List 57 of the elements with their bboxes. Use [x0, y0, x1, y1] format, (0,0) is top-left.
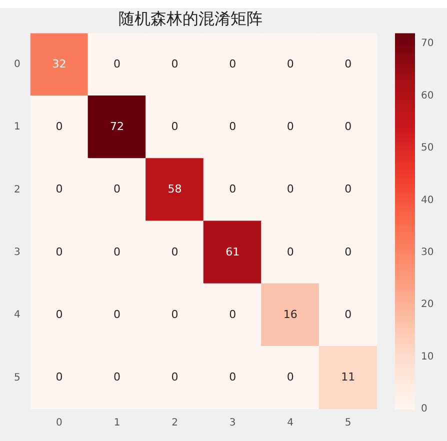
x-tick-label: 4: [287, 418, 294, 429]
y-tick-label: 5: [14, 372, 20, 384]
data-label: 0: [56, 308, 63, 321]
x-tick-label: 0: [56, 418, 62, 429]
data-label: 0: [229, 308, 236, 321]
data-label: 0: [171, 370, 178, 384]
data-label: 0: [286, 120, 294, 134]
data-label: 0: [56, 182, 63, 196]
data-label: 0: [229, 57, 236, 70]
data-label: 0: [344, 120, 352, 134]
color-bar-label: 50: [421, 142, 434, 154]
y-tick-label: 4: [14, 310, 20, 321]
data-label: 0: [229, 370, 236, 384]
data-label: 0: [171, 57, 178, 70]
x-tick-label: 3: [229, 418, 236, 429]
color-bar-label: 40: [421, 194, 434, 206]
data-label: 58: [168, 182, 182, 196]
data-label: 0: [56, 245, 63, 258]
data-label: 0: [344, 245, 352, 258]
color-bar-label: 10: [421, 351, 434, 362]
data-label: 0: [286, 245, 294, 258]
data-label: 0: [56, 370, 63, 384]
chart-title: 随机森林的混淆矩阵: [118, 8, 262, 28]
y-tick-label: 1: [14, 122, 20, 133]
color-bar-label: 60: [421, 90, 434, 102]
data-label: 0: [286, 182, 294, 196]
data-label: 0: [344, 182, 352, 196]
data-label: 0: [114, 57, 121, 70]
data-label: 32: [52, 57, 66, 70]
data-label: 0: [229, 120, 236, 134]
color-bar-label: 30: [421, 247, 434, 258]
data-label: 0: [344, 57, 352, 70]
data-label: 0: [286, 57, 294, 70]
data-label: 0: [344, 308, 352, 321]
x-tick-label: 5: [344, 418, 352, 429]
data-label: 0: [114, 182, 121, 196]
data-label: 0: [171, 245, 178, 258]
y-tick-label: 3: [14, 247, 20, 258]
y-tick-label: 0: [14, 59, 20, 70]
x-tick-label: 1: [114, 418, 120, 429]
data-label: 0: [114, 308, 121, 321]
data-label: 16: [283, 308, 298, 321]
data-label: 0: [114, 370, 121, 384]
data-label: 0: [229, 182, 236, 196]
color-bar-label: 0: [421, 404, 428, 415]
y-tick-label: 2: [14, 184, 20, 196]
data-label: 61: [226, 245, 240, 258]
data-label: 0: [114, 245, 121, 258]
color-bar-label: 20: [421, 299, 434, 310]
color-bar-label: 70: [421, 38, 434, 50]
data-label: 0: [56, 120, 63, 134]
data-label: 72: [110, 120, 124, 134]
data-label: 11: [341, 370, 356, 384]
data-label: 0: [171, 308, 178, 321]
data-label: 0: [171, 120, 178, 134]
data-label: 0: [286, 370, 294, 384]
x-tick-label: 2: [172, 418, 178, 429]
